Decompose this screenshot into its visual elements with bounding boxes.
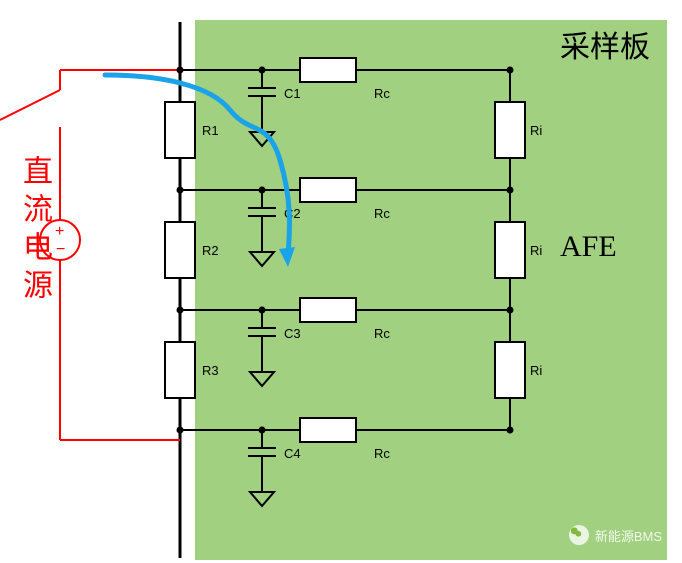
watermark-text: 新能源BMS <box>595 526 662 545</box>
svg-text:R2: R2 <box>202 243 219 258</box>
svg-text:C1: C1 <box>284 86 301 101</box>
svg-text:Rc: Rc <box>374 326 390 341</box>
afe-label: AFE <box>560 230 617 264</box>
svg-text:Rc: Rc <box>374 446 390 461</box>
svg-text:Ri: Ri <box>530 123 542 138</box>
diagram-canvas: +−RcC1RiR1RcC2RiR2RcC3RiR3RcC4 采样板 AFE 直… <box>0 0 682 563</box>
svg-text:Rc: Rc <box>374 86 390 101</box>
svg-text:C4: C4 <box>284 446 301 461</box>
svg-text:Ri: Ri <box>530 243 542 258</box>
watermark: 新能源BMS <box>569 525 662 545</box>
svg-text:Ri: Ri <box>530 363 542 378</box>
circuit-svg: +−RcC1RiR1RcC2RiR2RcC3RiR3RcC4 <box>0 0 682 563</box>
svg-text:+: + <box>55 223 64 240</box>
svg-text:Rc: Rc <box>374 206 390 221</box>
wechat-icon <box>569 525 589 545</box>
svg-text:R3: R3 <box>202 363 219 378</box>
svg-text:−: − <box>56 241 65 258</box>
svg-text:R1: R1 <box>202 123 219 138</box>
board-title: 采样板 <box>560 22 650 66</box>
svg-text:C3: C3 <box>284 326 301 341</box>
dc-source-label: 直流电源 <box>12 155 56 307</box>
